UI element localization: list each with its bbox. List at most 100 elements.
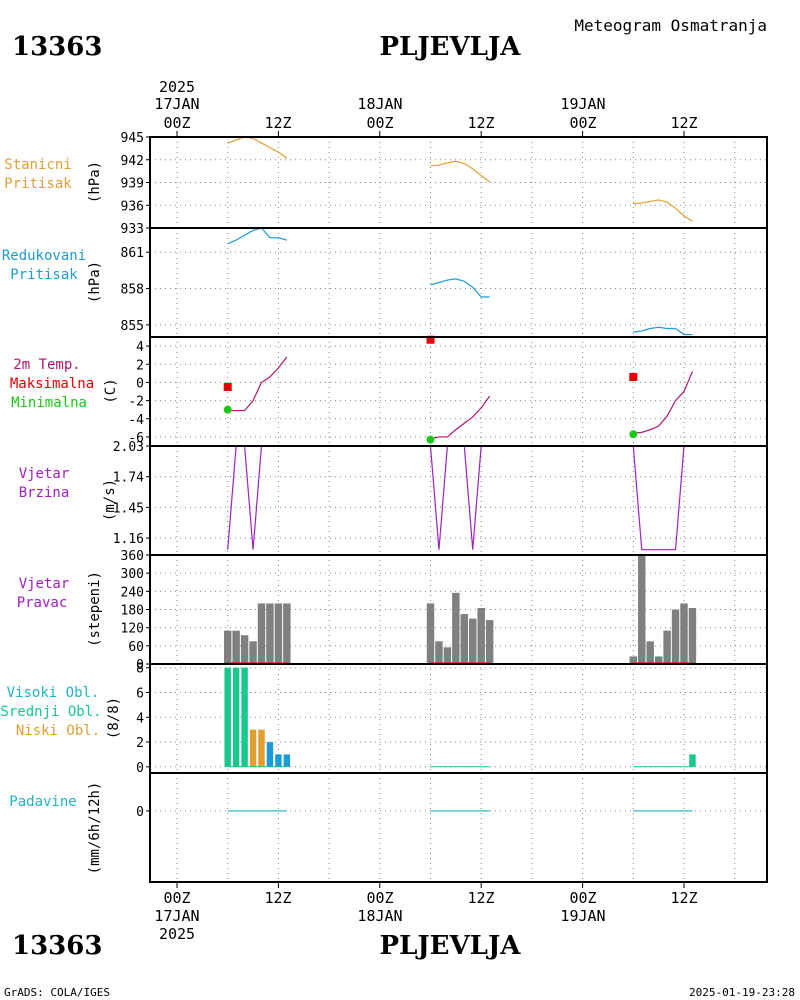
precip-label-1: Padavine <box>9 794 76 810</box>
top-day-label-3: 19JAN <box>560 95 605 113</box>
top-hour-label-6: 12Z <box>670 114 697 132</box>
wind-dir-bar <box>443 647 452 664</box>
station-pressure-label-1: Stanicni <box>4 157 71 173</box>
station-id-top: 13363 <box>12 32 102 62</box>
wind_dir-ytick-label: 0 <box>136 658 144 673</box>
top-hour-label-2: 12Z <box>264 114 291 132</box>
wind-dir-bar <box>654 656 663 664</box>
temperature-line-1 <box>227 356 288 412</box>
reduced_pressure-frame <box>149 227 768 338</box>
cloud-bar-high <box>689 754 696 767</box>
temp-max-marker-3 <box>629 372 638 381</box>
wind_speed-ytick-label: 2.03 <box>113 440 144 455</box>
clouds-ytick-label: 6 <box>136 686 144 701</box>
temperature-ytick-label: -4 <box>128 413 144 428</box>
reduced_pressure-ytick-label: 858 <box>121 283 144 298</box>
temp-label-1: 2m Temp. <box>13 357 80 373</box>
wind-speed-unit: (m/s) <box>102 479 118 521</box>
bottom-hour-label-2: 12Z <box>264 889 291 907</box>
top-day-label-2: 18JAN <box>357 95 402 113</box>
station-name-top: PLJEVLJA <box>380 32 522 62</box>
wind_speed-frame <box>149 445 768 556</box>
precip-frame <box>149 772 768 883</box>
clouds-label-2: Srednji Obl. <box>0 704 101 720</box>
bottom-year-label: 2025 <box>159 925 195 943</box>
wind-dir-bar <box>638 555 646 664</box>
plot-layer: 945 942 939 936 933 861 858 855 4 2 0 -2 -4 -62.03 1.7… <box>113 131 768 888</box>
wind-speed-label-1: Vjetar <box>19 466 70 482</box>
station-name-bottom: PLJEVLJA <box>380 931 522 961</box>
cloud-bar-high <box>224 667 231 767</box>
reduced-pressure-line-2 <box>430 278 490 298</box>
temp-label-3: Minimalna <box>11 395 87 411</box>
station-pressure-unit: (hPa) <box>87 161 103 203</box>
reduced_pressure-ytick-label: 861 <box>121 246 144 261</box>
wind-dir-bar <box>223 630 232 664</box>
precip-unit: (mm/6h/12h) <box>87 782 103 875</box>
wind-dir-bar <box>646 641 654 664</box>
wind-dir-bar <box>688 607 697 664</box>
temp-max-marker-1 <box>223 382 232 391</box>
bottom-hour-label-3: 00Z <box>366 889 393 907</box>
cloud-bar-low <box>275 754 282 767</box>
bottom-hour-label-6: 12Z <box>670 889 697 907</box>
wind-dir-bar <box>477 607 485 664</box>
wind-dir-label-2: Pravac <box>17 595 68 611</box>
station-pressure-label-2: Pritisak <box>4 176 72 192</box>
station_pressure-ytick-label: 942 <box>121 154 144 169</box>
wind_dir-ytick-label: 60 <box>128 640 144 655</box>
reduced-pressure-line-3 <box>633 326 693 336</box>
wind-dir-bar <box>452 592 460 664</box>
temperature-ytick-label: -6 <box>128 431 144 446</box>
meteogram-subtitle: Meteogram Osmatranja <box>574 16 767 35</box>
wind-dir-bar <box>257 603 266 664</box>
wind-dir-bar <box>460 614 469 664</box>
station_pressure-ytick-label: 936 <box>121 199 144 214</box>
reduced-pressure-unit: (hPa) <box>87 261 103 303</box>
station-pressure-line-1 <box>227 136 288 159</box>
cloud-bar-high <box>241 667 248 767</box>
wind_dir-ytick-label: 180 <box>121 604 144 619</box>
clouds-label-1: Visoki Obl. <box>7 685 100 701</box>
clouds-ytick-label: 2 <box>136 736 144 751</box>
reduced-pressure-line-1 <box>227 227 288 245</box>
top-hour-label-4: 12Z <box>467 114 494 132</box>
wind-speed-line-3 <box>632 445 693 551</box>
station_pressure-frame <box>149 136 768 229</box>
wind-dir-bar <box>469 618 477 664</box>
temperature-ytick-label: -2 <box>128 395 144 410</box>
wind_dir-ytick-label: 240 <box>121 585 144 600</box>
temperature-frame <box>149 336 768 447</box>
temperature-ytick-label: 4 <box>136 340 144 355</box>
temp-min-marker-2 <box>426 435 435 444</box>
bottom-hour-label-1: 00Z <box>163 889 190 907</box>
temp-max-marker-2 <box>426 335 435 344</box>
top-hour-label-1: 00Z <box>163 114 190 132</box>
clouds-ytick-label: 4 <box>136 711 144 726</box>
wind-dir-bar <box>671 609 680 664</box>
bottom-day-label-1: 17JAN <box>154 907 199 925</box>
footer-timestamp: 2025-01-19-23:28 <box>689 986 795 999</box>
precip-ytick-label: 0 <box>136 805 144 820</box>
temp-min-marker-1 <box>223 405 232 414</box>
wind-dir-bar <box>232 630 240 664</box>
wind_speed-ytick-label: 1.16 <box>113 532 144 547</box>
wind-dir-bar <box>266 603 274 664</box>
temp-label-2: Maksimalna <box>10 376 94 392</box>
temperature-line-3 <box>633 371 694 434</box>
wind_speed-ytick-label: 1.74 <box>113 471 144 486</box>
bottom-day-label-3: 19JAN <box>560 907 605 925</box>
top-year-label: 2025 <box>159 78 195 96</box>
temp-unit: (C) <box>103 378 119 403</box>
footer-credit: GrADS: COLA/IGES <box>4 986 110 999</box>
station_pressure-ytick-label: 945 <box>121 131 144 146</box>
temp-min-marker-3 <box>629 430 638 439</box>
wind-dir-bar <box>274 603 283 664</box>
wind-dir-unit: (stepeni) <box>87 571 103 647</box>
top-hour-label-3: 00Z <box>366 114 393 132</box>
temperature-line-2 <box>430 395 491 440</box>
temperature-ytick-label: 2 <box>136 358 144 373</box>
wind-dir-bar <box>283 603 291 664</box>
wind_dir-ytick-label: 120 <box>121 622 144 637</box>
